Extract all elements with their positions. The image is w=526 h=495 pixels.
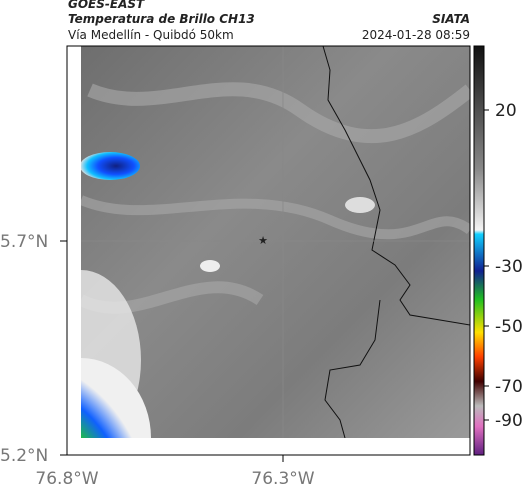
colorbar-label: -30 — [495, 257, 523, 277]
lat-label: 5.7°N — [0, 232, 48, 252]
colorbar — [473, 45, 485, 456]
datetime: 2024-01-28 08:59 — [362, 28, 470, 42]
satellite-image: ★ — [60, 45, 471, 462]
lon-label: 76.3°W — [251, 469, 314, 489]
source: SIATA — [432, 12, 470, 26]
region: Vía Medellín - Quibdó 50km — [68, 28, 234, 42]
svg-text:★: ★ — [258, 234, 268, 247]
colorbar-label: -50 — [495, 317, 523, 337]
product: Temperatura de Brillo CH13 — [68, 12, 255, 26]
colorbar-label: -90 — [495, 411, 523, 431]
colorbar-label: -70 — [495, 377, 523, 397]
satellite: GOES-EAST — [68, 0, 145, 11]
lat-label: 5.2°N — [0, 446, 48, 466]
lon-label: 76.8°W — [35, 469, 98, 489]
colorbar-label: 20 — [495, 101, 517, 121]
